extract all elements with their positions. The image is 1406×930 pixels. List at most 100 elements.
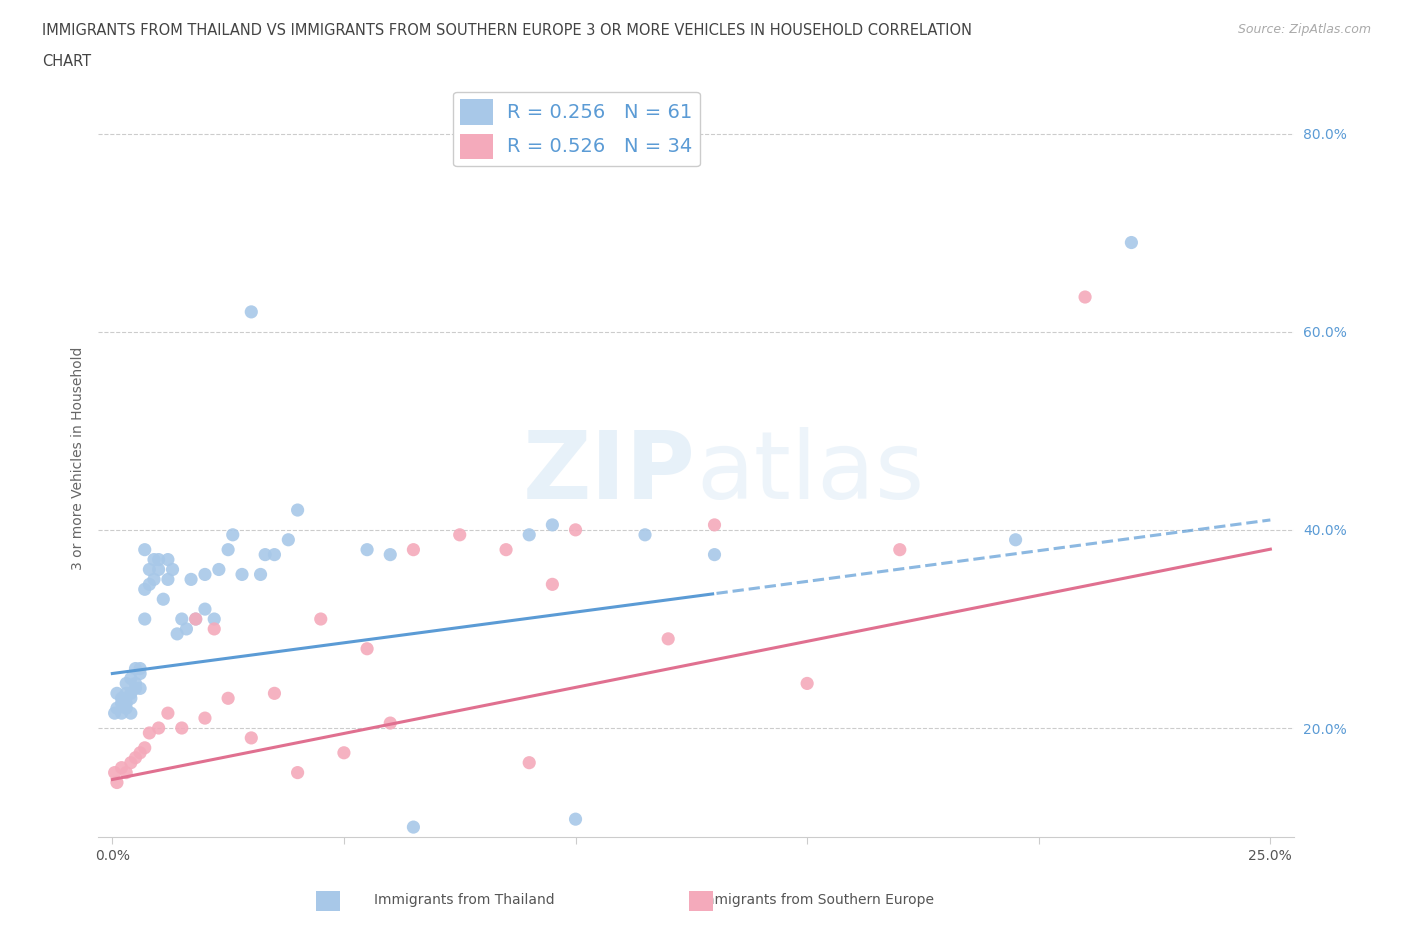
Point bbox=[208, 562, 231, 577]
Point bbox=[202, 612, 225, 627]
Point bbox=[143, 552, 166, 567]
Point bbox=[170, 612, 193, 627]
Point bbox=[110, 760, 132, 775]
Point bbox=[129, 745, 152, 760]
Point bbox=[104, 706, 127, 721]
Point bbox=[120, 691, 142, 706]
Point bbox=[517, 755, 540, 770]
Point bbox=[129, 661, 152, 676]
Point bbox=[148, 562, 170, 577]
Point bbox=[796, 676, 818, 691]
Point bbox=[138, 577, 160, 591]
Point bbox=[120, 686, 142, 701]
Point bbox=[202, 621, 225, 636]
Point bbox=[1074, 289, 1097, 304]
Point bbox=[194, 567, 217, 582]
Point bbox=[110, 696, 132, 711]
Point bbox=[115, 686, 138, 701]
Point bbox=[148, 721, 170, 736]
Point bbox=[105, 775, 128, 790]
Point bbox=[120, 755, 142, 770]
Point bbox=[134, 740, 156, 755]
Point bbox=[309, 612, 332, 627]
Text: atlas: atlas bbox=[696, 427, 924, 519]
Point bbox=[156, 572, 179, 587]
Point bbox=[110, 691, 132, 706]
Point bbox=[115, 765, 138, 780]
Point bbox=[124, 661, 146, 676]
Point bbox=[156, 552, 179, 567]
Point bbox=[120, 706, 142, 721]
Point bbox=[380, 547, 402, 562]
Point bbox=[194, 711, 217, 725]
Point bbox=[703, 517, 725, 532]
Text: Immigrants from Thailand: Immigrants from Thailand bbox=[374, 893, 554, 907]
Point bbox=[170, 721, 193, 736]
Point bbox=[263, 547, 285, 562]
Text: Source: ZipAtlas.com: Source: ZipAtlas.com bbox=[1237, 23, 1371, 36]
Point bbox=[240, 304, 263, 319]
Point bbox=[134, 582, 156, 597]
Point bbox=[138, 725, 160, 740]
Point bbox=[180, 572, 202, 587]
Point bbox=[105, 686, 128, 701]
Point bbox=[889, 542, 911, 557]
Point bbox=[176, 621, 198, 636]
Point bbox=[634, 527, 657, 542]
Point bbox=[703, 547, 725, 562]
Point bbox=[657, 631, 679, 646]
Text: CHART: CHART bbox=[42, 54, 91, 69]
Point bbox=[194, 602, 217, 617]
Point bbox=[148, 552, 170, 567]
Legend: R = 0.256   N = 61, R = 0.526   N = 34: R = 0.256 N = 61, R = 0.526 N = 34 bbox=[453, 92, 700, 166]
Point bbox=[495, 542, 517, 557]
Point bbox=[249, 567, 271, 582]
Point bbox=[105, 701, 128, 716]
Point bbox=[115, 696, 138, 711]
Point bbox=[564, 523, 586, 538]
Point bbox=[138, 562, 160, 577]
Point bbox=[120, 671, 142, 686]
Point bbox=[134, 612, 156, 627]
Point bbox=[115, 701, 138, 716]
Point bbox=[254, 547, 277, 562]
Point bbox=[134, 542, 156, 557]
Point bbox=[129, 681, 152, 696]
Point bbox=[287, 502, 309, 517]
Point bbox=[184, 612, 207, 627]
Point bbox=[380, 715, 402, 730]
Point bbox=[287, 765, 309, 780]
Point bbox=[129, 666, 152, 681]
Point bbox=[333, 745, 356, 760]
Point bbox=[541, 577, 564, 591]
Point bbox=[402, 542, 425, 557]
Point bbox=[1004, 532, 1026, 547]
Point bbox=[217, 542, 239, 557]
Point bbox=[449, 527, 471, 542]
Point bbox=[222, 527, 245, 542]
Point bbox=[517, 527, 540, 542]
Point bbox=[541, 517, 564, 532]
Point bbox=[263, 686, 285, 701]
Point bbox=[184, 612, 207, 627]
Point bbox=[124, 676, 146, 691]
Point bbox=[162, 562, 184, 577]
Point bbox=[217, 691, 239, 706]
Text: Immigrants from Southern Europe: Immigrants from Southern Europe bbox=[697, 893, 934, 907]
Text: IMMIGRANTS FROM THAILAND VS IMMIGRANTS FROM SOUTHERN EUROPE 3 OR MORE VEHICLES I: IMMIGRANTS FROM THAILAND VS IMMIGRANTS F… bbox=[42, 23, 972, 38]
Point bbox=[1121, 235, 1143, 250]
Text: ZIP: ZIP bbox=[523, 427, 696, 519]
Point bbox=[156, 706, 179, 721]
Point bbox=[231, 567, 253, 582]
Point bbox=[402, 819, 425, 834]
Y-axis label: 3 or more Vehicles in Household: 3 or more Vehicles in Household bbox=[70, 346, 84, 570]
Point bbox=[110, 706, 132, 721]
Point bbox=[356, 542, 378, 557]
Point bbox=[115, 676, 138, 691]
Point bbox=[124, 681, 146, 696]
Point bbox=[166, 627, 188, 642]
Point bbox=[152, 591, 174, 606]
Point bbox=[240, 730, 263, 745]
Point bbox=[104, 765, 127, 780]
Point bbox=[277, 532, 299, 547]
